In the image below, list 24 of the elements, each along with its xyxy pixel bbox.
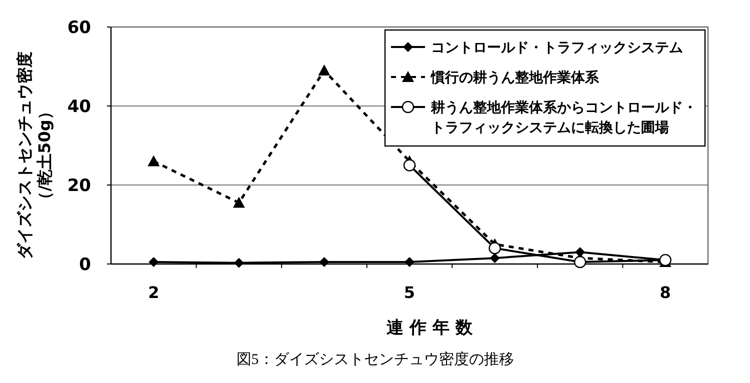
point [403, 159, 416, 172]
x-tick-label: 2 [148, 283, 160, 302]
x-tick-label: 5 [404, 283, 416, 302]
point [404, 257, 414, 268]
x-axis-title: 連 作 年 数 [386, 318, 474, 338]
point [318, 64, 330, 76]
y-tick-label: 0 [79, 255, 92, 275]
point [148, 155, 160, 166]
point [148, 257, 159, 268]
point [232, 196, 245, 208]
y-tick-label: 20 [67, 176, 92, 196]
point [234, 258, 244, 268]
point [574, 256, 586, 268]
legend-label: コントロールド・トラフィックシステム [431, 40, 683, 56]
y-tick-label: 60 [67, 18, 92, 38]
point [319, 257, 330, 268]
y-axis-title: ダイズシストセンチュウ密度（/乾土50g） [15, 52, 54, 260]
y-tick-label: 40 [67, 97, 92, 117]
legend-label: 耕うん整地作業体系からコントロールド・トラフィックシステムに転換した圃場 [430, 100, 697, 136]
point [490, 253, 500, 264]
legend-label: 慣行の耕うん整地作業体系 [430, 70, 600, 86]
x-tick-label: 8 [660, 283, 671, 302]
caption: 図5：ダイズシストセンチュウ密度の推移 [236, 351, 514, 368]
point [488, 242, 501, 254]
